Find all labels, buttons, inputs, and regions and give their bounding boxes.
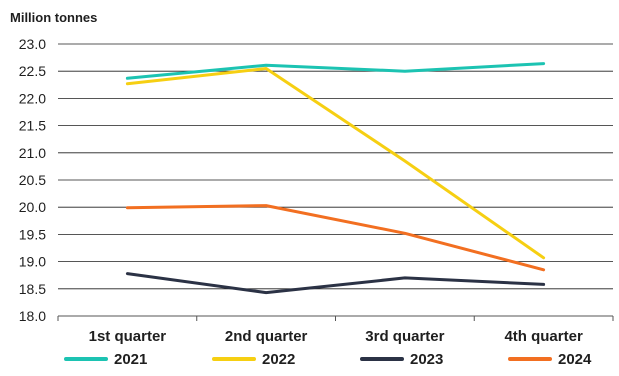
- x-category-labels: 1st quarter 2nd quarter 3rd quarter 4th qua…: [89, 328, 583, 345]
- x-category-label: 3rd quarter: [365, 328, 444, 345]
- series-line-2021: [125, 62, 546, 80]
- y-tick-label: 21.5: [19, 118, 46, 134]
- x-category-label: 4th quarter: [504, 328, 583, 345]
- series-line-2024: [125, 204, 546, 272]
- y-tick-label: 21.0: [19, 145, 46, 161]
- y-tick-label: 20.0: [19, 199, 46, 215]
- legend-label: 2023: [410, 351, 443, 368]
- legend: 2021 2022 2023 2024: [64, 351, 592, 368]
- y-tick-label: 22.5: [19, 63, 46, 79]
- x-category-label: 1st quarter: [89, 328, 167, 345]
- y-tick-label: 23.0: [19, 36, 46, 52]
- y-axis-label: Million tonnes: [10, 10, 97, 25]
- y-tick-label: 22.0: [19, 90, 46, 106]
- legend-label: 2021: [114, 351, 147, 368]
- y-tick-label: 18.0: [19, 308, 46, 324]
- y-tick-label: 18.5: [19, 281, 46, 297]
- x-category-label: 2nd quarter: [225, 328, 308, 345]
- series-lines: [125, 62, 546, 295]
- y-tick-label: 19.0: [19, 254, 46, 270]
- legend-label: 2024: [558, 351, 592, 368]
- y-tick-labels: 18.0 18.5 19.0 19.5 20.0 20.5 21.0 21.5 22.0 22.5…: [19, 36, 46, 324]
- gridlines: [57, 43, 614, 321]
- legend-label: 2022: [262, 351, 295, 368]
- series-line-2023: [125, 272, 546, 295]
- y-tick-label: 19.5: [19, 226, 46, 242]
- series-line-2022: [125, 67, 546, 260]
- y-tick-label: 20.5: [19, 172, 46, 188]
